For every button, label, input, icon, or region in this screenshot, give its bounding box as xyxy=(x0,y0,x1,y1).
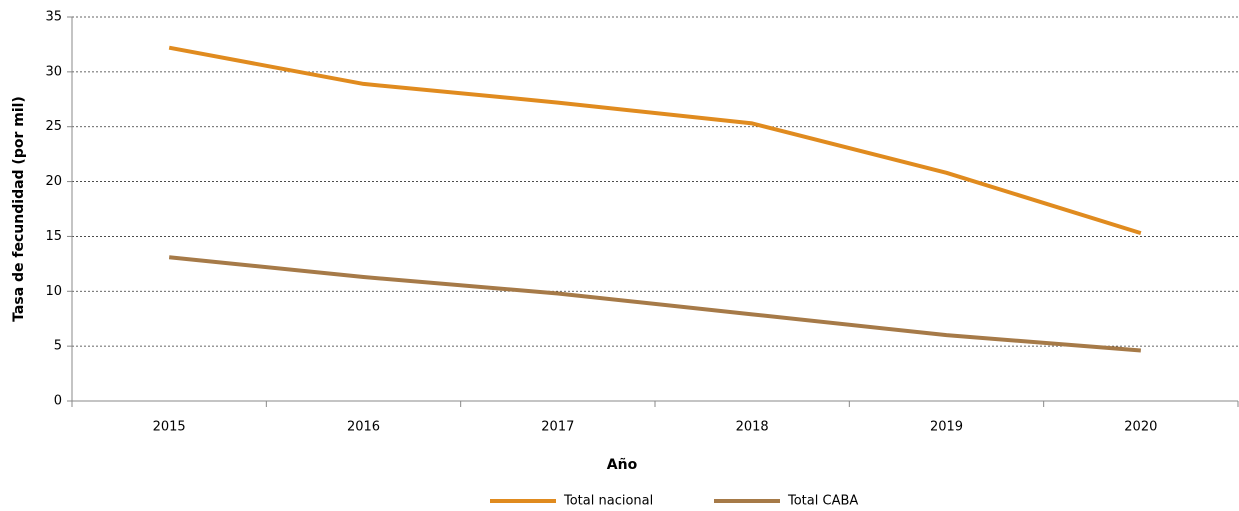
x-tick-label: 2015 xyxy=(153,420,186,435)
y-tick-label: 20 xyxy=(45,174,62,189)
y-axis-title: Tasa de fecundidad (por mil) xyxy=(11,96,27,322)
line-series xyxy=(168,45,1142,236)
y-tick-label: 0 xyxy=(54,394,62,409)
y-tick-label: 10 xyxy=(45,284,62,299)
y-tick-label: 5 xyxy=(54,339,62,354)
y-tick-label: 30 xyxy=(45,64,62,79)
x-tick-label: 2020 xyxy=(1124,420,1157,435)
x-tick-label: 2019 xyxy=(930,420,963,435)
legend-label: Total nacional xyxy=(563,494,653,509)
y-tick-label: 35 xyxy=(45,10,62,25)
line-series xyxy=(168,255,1141,353)
y-tick-label: 15 xyxy=(45,229,62,244)
x-axis-title: Año xyxy=(607,457,638,473)
x-tick-label: 2017 xyxy=(541,420,574,435)
y-tick-label: 25 xyxy=(45,119,62,134)
legend-label: Total CABA xyxy=(787,494,858,509)
x-tick-label: 2016 xyxy=(347,420,380,435)
x-tick-label: 2018 xyxy=(736,420,769,435)
